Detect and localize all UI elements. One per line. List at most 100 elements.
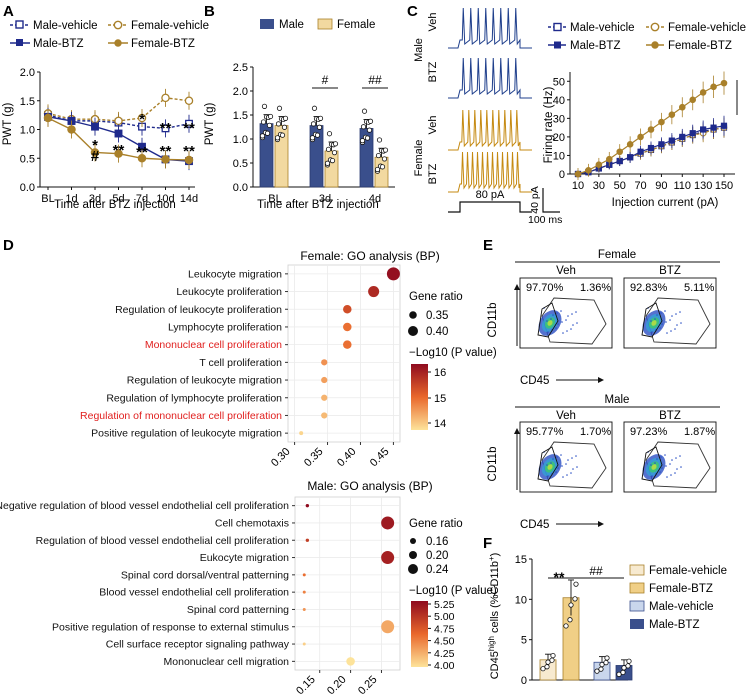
a-sig-mark: **: [183, 143, 195, 160]
a-sig-mark: **: [113, 142, 125, 159]
f-datapoint: [540, 666, 546, 672]
go-term-label: Blood vessel endothelial cell proliferat…: [99, 587, 289, 599]
flow-gate-inner-female-btz: [641, 302, 663, 338]
flow-event: [674, 328, 676, 330]
c-point: [720, 79, 728, 87]
go-term-label: Positive regulation of response to exter…: [52, 621, 289, 633]
b-datapoint: [275, 121, 282, 127]
c-point: [605, 155, 613, 163]
b-datapoint: [359, 138, 366, 144]
b-datapoint: [367, 118, 374, 124]
f-datapoint: [616, 671, 622, 677]
b-datapoint: [314, 132, 321, 138]
c-legend-marker-male-btz: [554, 41, 561, 49]
flow-event: [567, 315, 569, 317]
a-point: [90, 148, 100, 157]
flow-female-plots: 97.70% 1.36% 92.83% 5.11%: [519, 277, 717, 349]
panel-b-xlabel: Time after BTZ injection: [257, 199, 379, 211]
go-term-label: Cell surface receptor signaling pathway: [106, 639, 290, 651]
go-term-label: Spinal cord dorsal/ventral patterning: [121, 569, 289, 581]
a-point: [185, 119, 193, 128]
a-sig-mark: #: [91, 148, 100, 165]
a-sig-mark: *: [139, 111, 145, 128]
b-datapoint: [316, 124, 323, 130]
b-datapoint: [325, 146, 332, 152]
flow-event: [547, 331, 549, 333]
f-legend-male-btz: Male-BTZ: [649, 619, 699, 631]
go-term-label: Regulation of mononuclear cell prolifera…: [80, 410, 282, 422]
panel-c-xlabel: Injection current (pA): [612, 197, 719, 209]
panel-e: E Female Veh BTZ 97.70% 1.36% 92.83% 5.11% …: [483, 237, 720, 531]
trace-female-veh: Veh: [427, 116, 439, 135]
panel-d: D Female: GO analysis (BP) 0.30 0.35 0.40 0…: [0, 237, 497, 695]
panel-a: A Male-vehicle Female-vehicle Male-BTZ F…: [2, 3, 209, 211]
go-male-size-dot-large: [408, 564, 418, 574]
b-datapoint: [317, 115, 324, 121]
c-point: [627, 154, 634, 161]
flow-event: [664, 454, 666, 456]
flow-event: [665, 321, 667, 323]
flow-event: [654, 318, 656, 320]
go-male-size-legend-title: Gene ratio: [409, 518, 463, 530]
go-xtick-label: 0.35: [302, 446, 326, 470]
panel-b-legend-male: Male: [279, 19, 304, 31]
b-datapoint: [266, 122, 273, 128]
flow-event: [675, 457, 677, 459]
go-xtick-label: 0.15: [294, 674, 318, 695]
flow-female-header: Female: [598, 249, 636, 261]
go-term-label: Regulation of leukocyte proliferation: [115, 304, 282, 316]
c-point: [658, 141, 665, 148]
c-ytick-label: 40: [553, 95, 565, 107]
flow-event: [680, 322, 682, 324]
go-dot: [321, 412, 328, 419]
flow-event: [656, 314, 658, 316]
panel-b-ylabel: PWT (g): [204, 103, 216, 146]
c-point: [720, 122, 728, 129]
c-ytick-label: 10: [553, 150, 565, 162]
go-dot: [343, 305, 352, 314]
go-xtick-label: 0.40: [335, 446, 359, 470]
flow-event: [650, 320, 652, 322]
flow-event: [669, 463, 671, 465]
a-point: [161, 93, 170, 103]
c-point: [658, 118, 665, 126]
cbar-tick-label: 4.50: [434, 636, 455, 648]
a-point: [184, 96, 194, 106]
legend-male-btz: Male-BTZ: [33, 38, 83, 50]
flow-event: [570, 328, 572, 330]
flow-event: [546, 464, 548, 466]
cbar-tick-label: 14: [434, 418, 446, 430]
b-ytick-label: 0.5: [233, 158, 248, 170]
f-ytick-label: 0: [521, 675, 527, 687]
b-datapoint: [261, 103, 268, 109]
a-xtick-label: 10d: [156, 193, 174, 205]
trace-female-btz: BTZ: [427, 163, 439, 184]
legend-marker-male: [260, 19, 274, 29]
flow-gate-inner-female-veh: [537, 302, 559, 338]
b-datapoint: [281, 124, 288, 130]
flow-event: [671, 459, 673, 461]
go-dot: [302, 642, 306, 646]
b-ytick-label: 1.5: [233, 110, 248, 122]
b-xtick-label: 4d: [369, 193, 381, 205]
c-point: [710, 124, 717, 131]
c-point: [689, 96, 697, 104]
flow-event: [676, 468, 678, 470]
go-male-size-dot-small: [410, 538, 416, 544]
go-term-label: Positive regulation of leukocyte migrati…: [91, 428, 282, 440]
flow-male-header: Male: [605, 394, 630, 406]
f-datapoint: [625, 663, 631, 669]
c-ytick-label: 0: [559, 169, 565, 181]
flow-event: [557, 467, 559, 469]
panel-a-label: A: [3, 3, 14, 20]
flow-event: [675, 313, 677, 315]
panel-f-legend: Female-vehicle Female-BTZ Male-vehicle M…: [629, 564, 727, 631]
flow-event: [566, 474, 568, 476]
cbar-tick-label: 4.25: [434, 648, 455, 660]
legend-male-vehicle: Male-vehicle: [33, 20, 98, 32]
b-ytick-label: 0.0: [233, 182, 248, 194]
flow-gate-outer-female-btz: [645, 297, 711, 345]
flow-pct-main-female-veh: 97.70%: [526, 282, 564, 294]
stim-label: 80 pA: [476, 189, 505, 201]
a-ytick-label: 2.0: [20, 67, 35, 79]
